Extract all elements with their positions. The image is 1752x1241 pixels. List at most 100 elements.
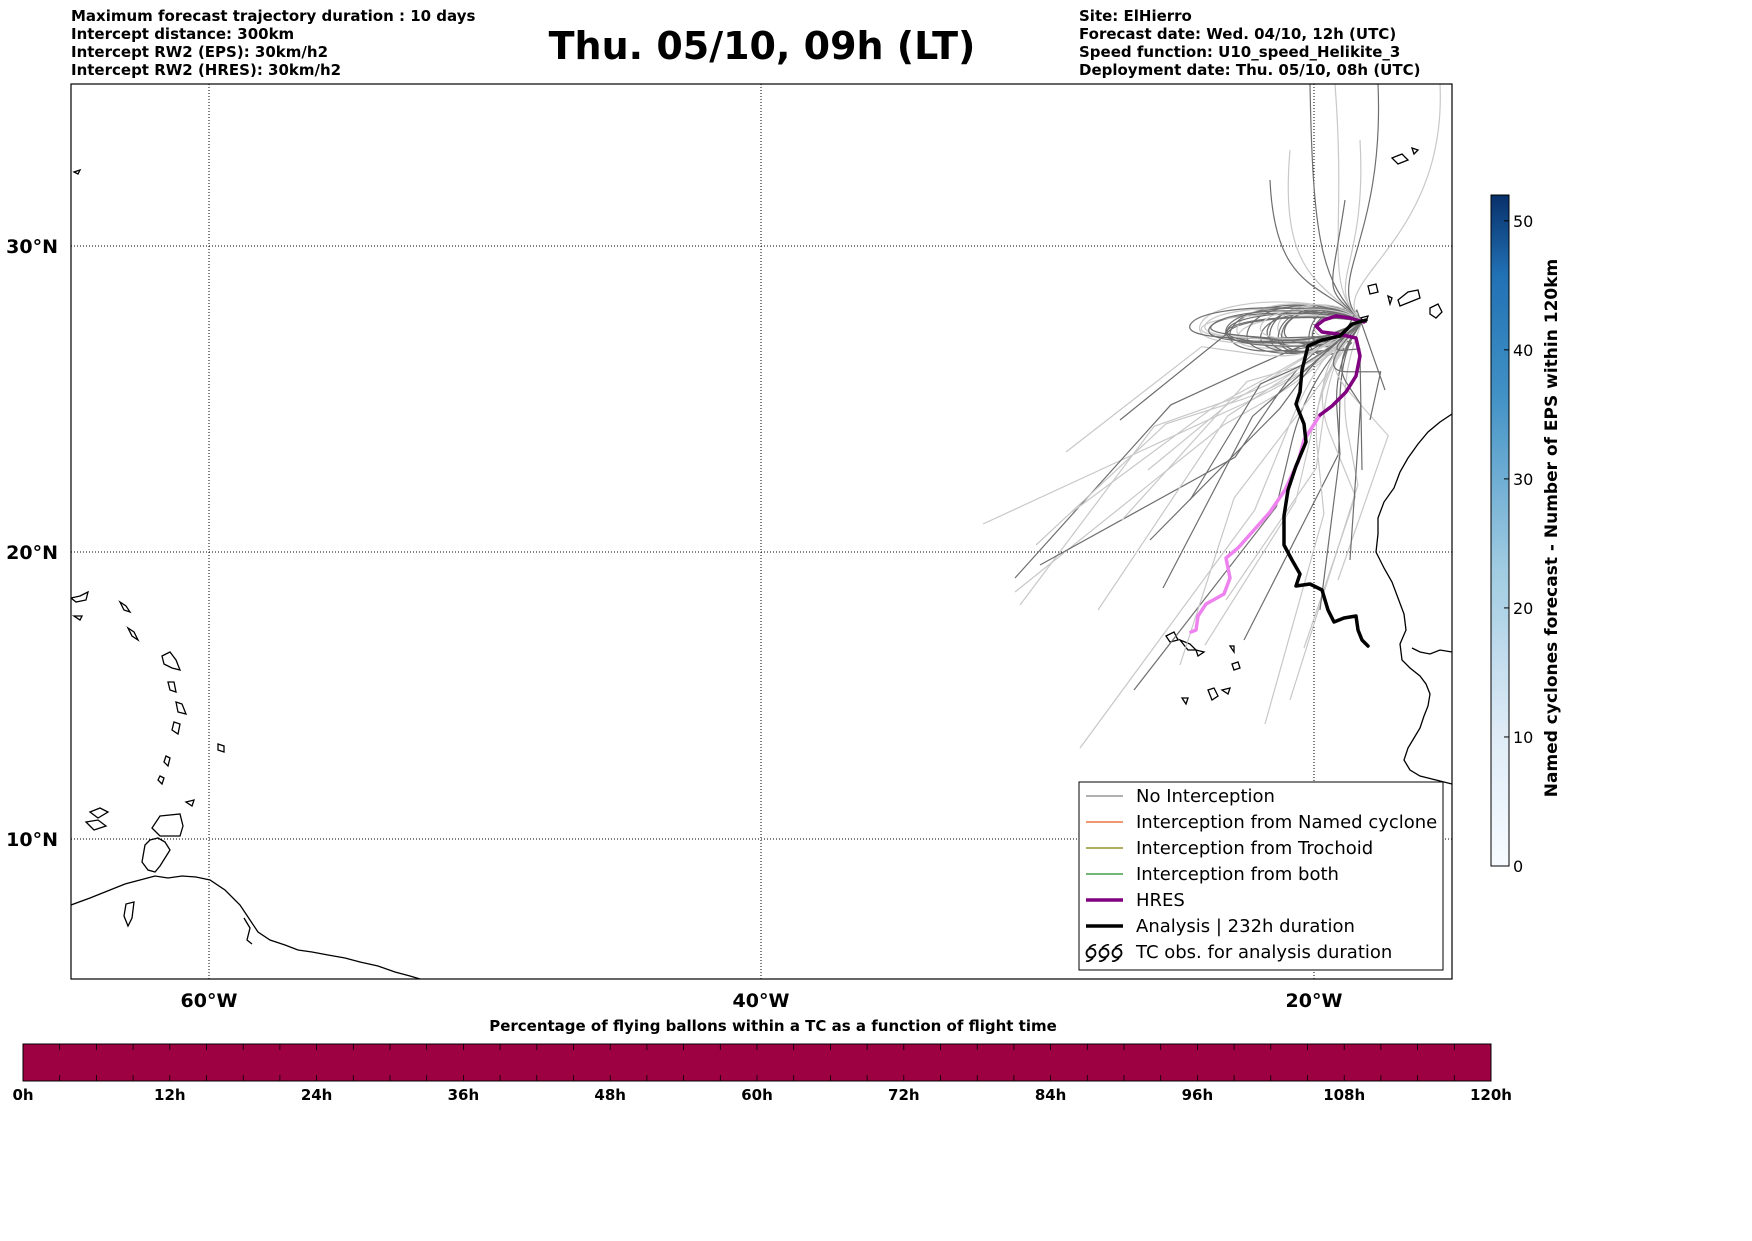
eps-trajectory <box>1189 321 1363 501</box>
lat-label-20n: 20°N <box>6 542 58 564</box>
island-cape-verde-8 <box>1220 687 1231 696</box>
island-madeira <box>1390 153 1410 165</box>
island-lanzarote <box>1429 303 1443 319</box>
map-axis-labels: 30°N 20°N 10°N 60°W 40°W 20°W <box>6 236 1342 1012</box>
island-st-vincent <box>163 755 171 768</box>
legend-item: Interception from Named cyclone <box>1086 812 1437 833</box>
coast-guyana <box>243 917 253 945</box>
eps-trajectory <box>1039 321 1363 566</box>
graticule <box>71 84 1452 979</box>
site-text: Site: ElHierro <box>1079 7 1192 25</box>
legend-label: Interception from Named cyclone <box>1136 812 1437 833</box>
intercept-distance-text: Intercept distance: 300km <box>71 25 295 43</box>
intercept-eps-text: Intercept RW2 (EPS): 30km/h2 <box>71 43 328 61</box>
eps-trajectory-north <box>1287 149 1363 323</box>
tc-colorbar-tick-label: 48h <box>594 1086 626 1104</box>
eps-trajectory <box>1014 321 1363 593</box>
legend-label: TC obs. for analysis duration <box>1135 942 1392 963</box>
tc-colorbar-tick-label: 12h <box>154 1086 186 1104</box>
legend-item: Interception from Trochoid <box>1086 838 1373 859</box>
island-cape-verde-7 <box>1207 687 1219 701</box>
island-tobago <box>184 799 195 808</box>
legend-label: Interception from both <box>1136 864 1339 885</box>
tc-colorbar-tick-label: 120h <box>1470 1086 1512 1104</box>
island-fuerteventura <box>1387 294 1393 307</box>
island-barbados <box>217 743 225 753</box>
tc-colorbar-tick-label: 72h <box>888 1086 920 1104</box>
cyclone-icon <box>1085 944 1123 962</box>
legend-item: Analysis | 232h duration <box>1086 916 1355 937</box>
eps-trajectory-north <box>1309 84 1363 323</box>
eps-trajectory <box>1333 321 1389 581</box>
tc-colorbar-title: Percentage of flying ballons within a TC… <box>489 1017 1057 1035</box>
eps-trajectory <box>1014 321 1363 579</box>
island-madeira-2 <box>1410 146 1420 156</box>
eps-trajectory <box>1264 321 1363 725</box>
eps-trajectory-north <box>1353 84 1441 323</box>
coast-south-america <box>71 875 421 979</box>
eps-colorbar-ticks: 0 10 20 30 40 50 <box>1504 212 1533 876</box>
island-antilles-4 <box>126 626 140 642</box>
island-martinique <box>175 701 188 715</box>
max-trajectory-duration-text: Maximum forecast trajectory duration : 1… <box>71 7 476 25</box>
map-plot-area: No Interception Interception from Named c… <box>71 84 1452 979</box>
legend-label: Interception from Trochoid <box>1136 838 1373 859</box>
eps-trajectory <box>1071 321 1363 513</box>
eps-count-colorbar: 0 10 20 30 40 50 Named cyclones forecast - Nu… <box>1490 194 1562 876</box>
island-antilles-2 <box>71 615 84 621</box>
map-legend: No Interception Interception from Named c… <box>1078 781 1444 971</box>
tc-colorbar-tick-label: 108h <box>1323 1086 1365 1104</box>
analysis-trajectory <box>1282 318 1370 648</box>
tc-colorbar-tick-label: 36h <box>448 1086 480 1104</box>
island-tenerife <box>1367 283 1379 295</box>
island-bermuda <box>72 168 82 175</box>
page-title: Thu. 05/10, 09h (LT) <box>548 24 976 68</box>
eps-trajectory <box>1121 321 1363 521</box>
island-cape-verde-1 <box>1165 631 1179 643</box>
legend-label: Analysis | 232h duration <box>1136 916 1355 937</box>
legend-label: HRES <box>1136 890 1185 911</box>
coast-caribbean-3 <box>123 901 135 928</box>
coast-west-africa-detail <box>1411 647 1452 655</box>
tc-colorbar-ticks: 0h 12h 24h 36h 48h 60h 72h 84h 96h 108h 120h <box>12 1044 1512 1104</box>
eps-colorbar-tick-label: 40 <box>1513 341 1533 360</box>
eps-trajectory-north <box>1348 84 1380 323</box>
island-grenada <box>157 775 165 786</box>
tc-colorbar-tick-label: 84h <box>1035 1086 1067 1104</box>
tc-colorbar-tick-label: 24h <box>301 1086 333 1104</box>
island-cape-verde-6 <box>1180 697 1189 706</box>
map-frame <box>70 83 1453 980</box>
forecast-date-text: Forecast date: Wed. 04/10, 12h (UTC) <box>1079 25 1397 43</box>
legend-item: No Interception <box>1086 786 1275 807</box>
legend-label: No Interception <box>1136 786 1275 807</box>
site-info-block: Site: ElHierro Forecast date: Wed. 04/10… <box>1079 7 1420 79</box>
tc-colorbar-tick-label: 60h <box>741 1086 773 1104</box>
eps-colorbar-gradient <box>1490 194 1510 867</box>
eps-colorbar-tick-label: 50 <box>1513 212 1533 231</box>
island-st-lucia <box>171 721 181 736</box>
forecast-parameters-block: Maximum forecast trajectory duration : 1… <box>71 7 475 79</box>
lon-label-20w: 20°W <box>1286 990 1343 1012</box>
eps-trajectory <box>1303 321 1363 649</box>
eps-trajectory-north <box>1269 179 1363 323</box>
coast-west-africa <box>1375 413 1452 785</box>
coast-caribbean-2 <box>84 819 108 831</box>
speed-function-text: Speed function: U10_speed_Helikite_3 <box>1079 43 1401 61</box>
legend-rows: No Interception Interception from Named c… <box>1085 786 1437 963</box>
intercept-hres-text: Intercept RW2 (HRES): 30km/h2 <box>71 61 342 79</box>
island-cape-verde-5 <box>1231 661 1241 671</box>
lon-label-40w: 40°W <box>733 990 790 1012</box>
eps-trajectory <box>1341 321 1363 561</box>
tc-colorbar-tick-label: 96h <box>1182 1086 1214 1104</box>
tc-colorbar-tick-label: 0h <box>12 1086 33 1104</box>
eps-trajectory <box>1332 321 1382 421</box>
eps-trajectory <box>1079 321 1363 749</box>
eps-colorbar-tick-label: 30 <box>1513 470 1533 489</box>
island-dominica <box>167 681 177 693</box>
legend-item: HRES <box>1086 890 1185 911</box>
legend-item: TC obs. for analysis duration <box>1085 942 1392 963</box>
eps-trajectory-north <box>1332 199 1363 323</box>
eps-trajectory <box>1149 321 1363 541</box>
coast-venezuela-islands <box>141 837 171 873</box>
lat-label-30n: 30°N <box>6 236 58 258</box>
